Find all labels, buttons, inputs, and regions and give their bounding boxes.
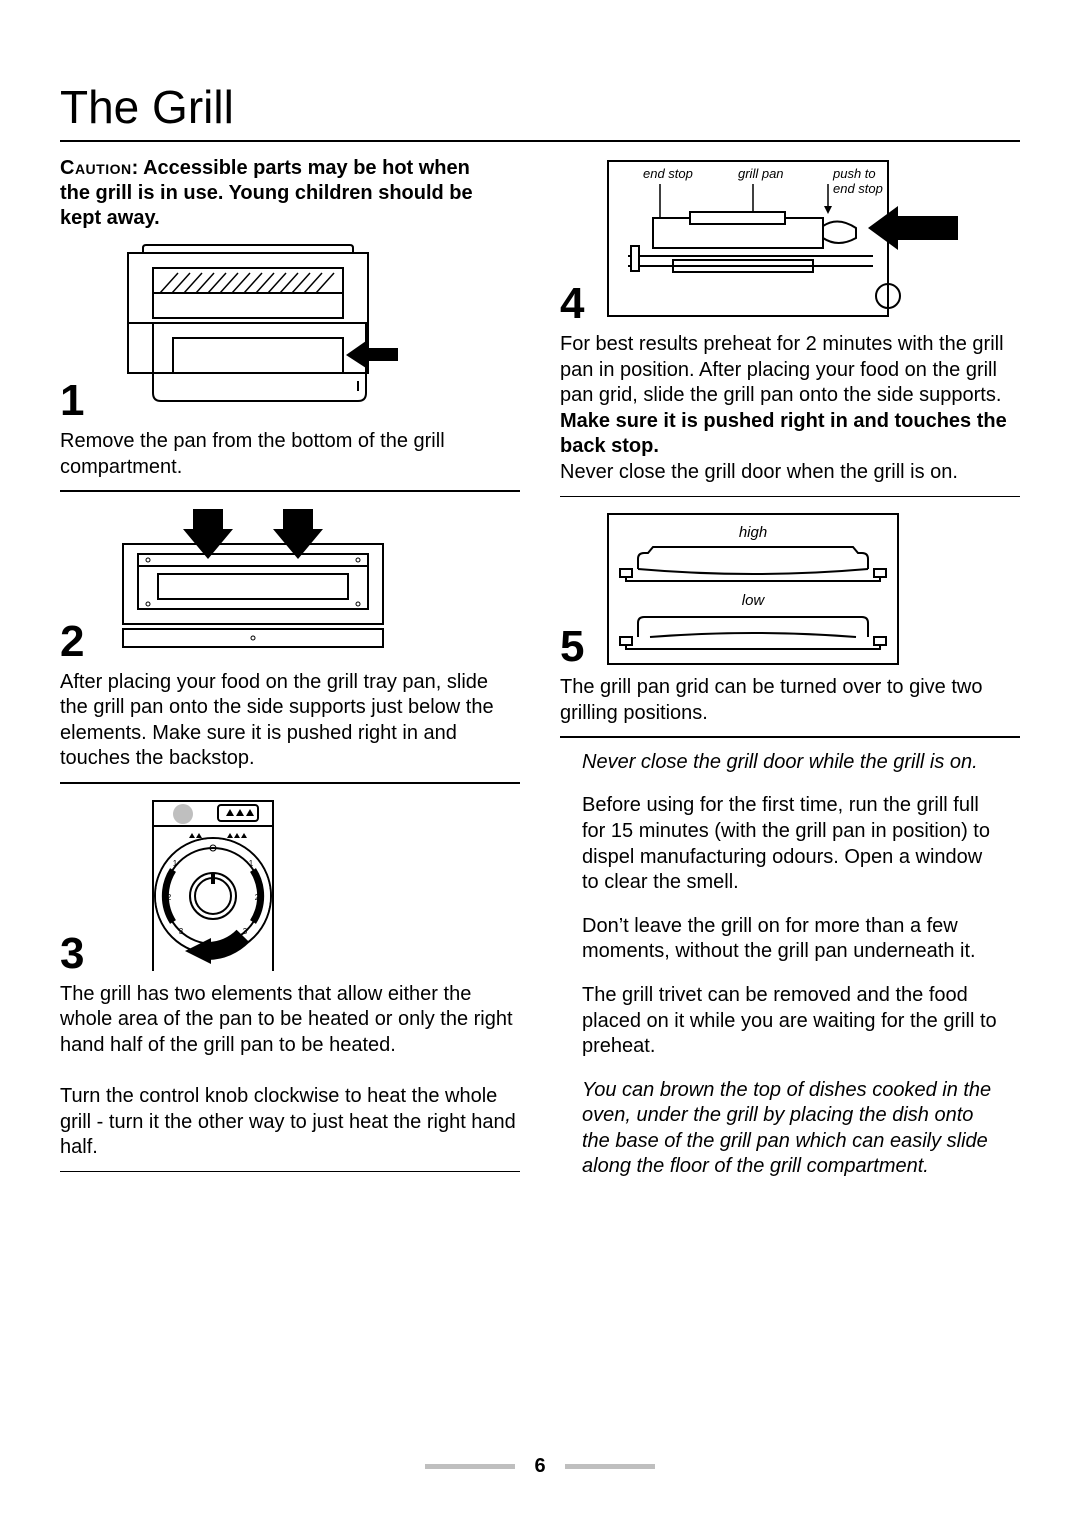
step-2-text: After placing your food on the grill tra…	[60, 670, 520, 772]
svg-text:3: 3	[179, 927, 184, 936]
fig5-high: high	[739, 524, 767, 541]
left-column: Caution: Accessible parts may be hot whe…	[60, 156, 520, 1198]
step-2: 2	[60, 504, 520, 784]
caution-label: Caution	[60, 157, 132, 179]
fig5-low: low	[742, 592, 766, 609]
svg-text:1: 1	[249, 859, 254, 868]
figure-4: end stop grill pan push to end stop	[598, 156, 968, 326]
svg-text:1: 1	[173, 859, 178, 868]
step-4-rule	[560, 496, 1020, 498]
page-bar-left	[425, 1464, 515, 1469]
step-4-bold: Make sure it is pushed right in and touc…	[560, 410, 1007, 458]
step-1-number: 1	[60, 379, 84, 423]
step-3-text: The grill has two elements that allow ei…	[60, 982, 520, 1161]
note-3: Don’t leave the grill on for more than a…	[582, 914, 998, 965]
fig4-push-to: push to	[832, 166, 876, 181]
right-column: 4 end stop grill pan push to end stop	[560, 156, 1020, 1198]
step-4-p1: For best results preheat for 2 minutes w…	[560, 333, 1004, 406]
step-3-p2: Turn the control knob clockwise to heat …	[60, 1085, 516, 1158]
fig4-end-stop: end stop	[643, 166, 693, 181]
caution-text: Caution: Accessible parts may be hot whe…	[60, 156, 490, 231]
step-2-number: 2	[60, 620, 84, 664]
step-2-rule	[60, 782, 520, 784]
title-rule	[60, 140, 1020, 142]
note-4: The grill trivet can be removed and the …	[582, 983, 998, 1060]
figure-1	[98, 243, 398, 423]
step-4-number: 4	[560, 282, 584, 326]
page-number: 6	[0, 1455, 1080, 1478]
step-4-text: For best results preheat for 2 minutes w…	[560, 332, 1020, 486]
figure-2	[98, 504, 408, 664]
note-5: You can brown the top of dishes cooked i…	[582, 1078, 998, 1180]
step-3-number: 3	[60, 932, 84, 976]
page-bar-right	[565, 1464, 655, 1469]
step-4: 4 end stop grill pan push to end stop	[560, 156, 1020, 497]
svg-text:3: 3	[243, 927, 248, 936]
note-2: Before using for the first time, run the…	[582, 793, 998, 895]
fig4-grill-pan: grill pan	[738, 166, 784, 181]
step-1-rule	[60, 490, 520, 492]
figure-5: high low	[598, 509, 908, 669]
step-5-text: The grill pan grid can be turned over to…	[560, 675, 1020, 726]
svg-text:2: 2	[167, 893, 172, 902]
page-title: The Grill	[60, 80, 1020, 134]
step-5-number: 5	[560, 625, 584, 669]
notes: Never close the grill door while the gri…	[560, 750, 1020, 1180]
step-3-rule	[60, 1171, 520, 1173]
figure-3: 1 1 2 2 3 3	[98, 796, 328, 976]
svg-text:2: 2	[255, 893, 260, 902]
step-1-text: Remove the pan from the bottom of the gr…	[60, 429, 520, 480]
note-1: Never close the grill door while the gri…	[582, 750, 998, 776]
step-5: 5 high low	[560, 509, 1020, 738]
step-1: 1	[60, 243, 520, 492]
fig4-push-end-stop: end stop	[833, 181, 883, 196]
step-4-p3: Never close the grill door when the gril…	[560, 461, 958, 483]
step-3-p1: The grill has two elements that allow ei…	[60, 983, 513, 1056]
step-5-rule	[560, 736, 1020, 738]
page-number-value: 6	[534, 1455, 545, 1477]
step-3: 3	[60, 796, 520, 1173]
